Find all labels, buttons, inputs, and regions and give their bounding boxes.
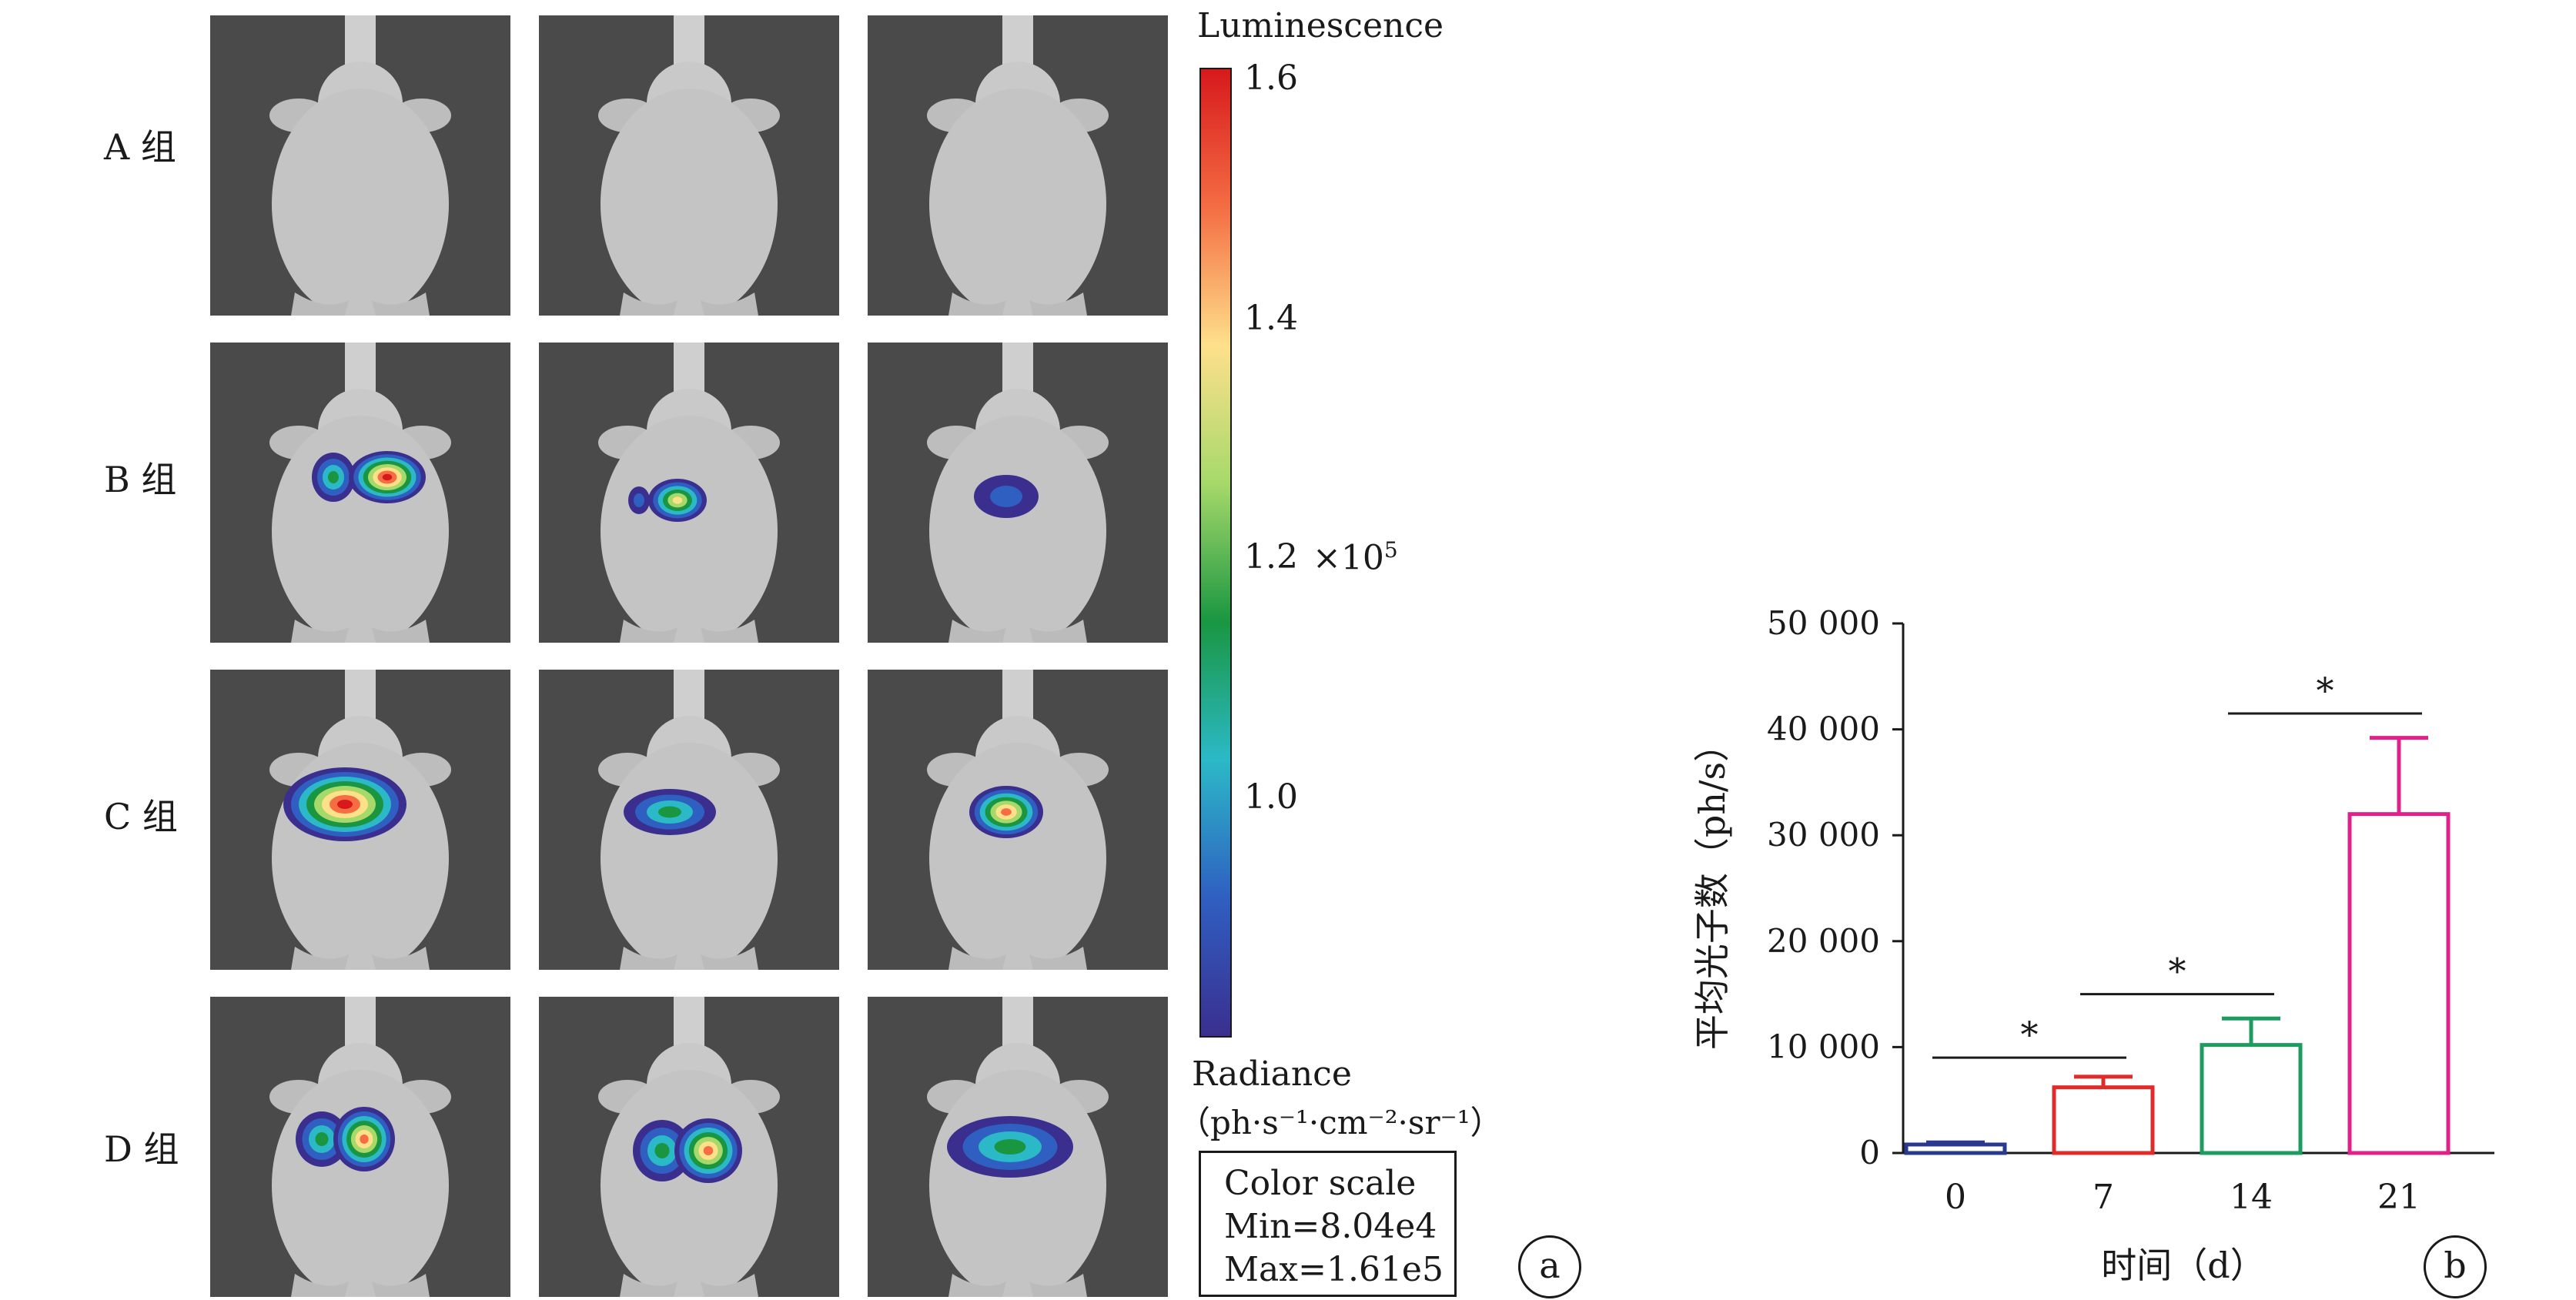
x-tick-label: 14 [2230,1178,2273,1217]
color-scale-max: Max=1.61e5 [1224,1250,1444,1289]
colorbar-unit-label: Radiance [1192,1054,1352,1094]
mouse-image [868,670,1168,970]
colorbar-tick-1-2: 1.2 [1244,537,1298,576]
mouse-silhouette [598,15,780,316]
mouse-silhouette [269,15,451,316]
mouse-silhouette [927,997,1109,1297]
y-tick-label: 30 000 [1767,816,1880,854]
luminescence-signal [658,806,681,818]
bar [2347,812,2451,1155]
colorbar [1199,68,1232,1038]
luminescence-signal [337,800,353,809]
significance-mark: * [2317,670,2334,711]
colorbar-tick-1-0: 1.0 [1244,777,1298,817]
mouse-silhouette [269,997,451,1297]
y-axis-label: 平均光子数（ph/s） [1691,727,1733,1050]
significance-mark: * [2021,1014,2039,1055]
luminescence-signal [1001,808,1012,816]
mouse-silhouette [927,343,1109,643]
mouse-silhouette [927,670,1109,970]
mouse-silhouette [598,670,780,970]
mouse-silhouette [927,15,1109,316]
luminescence-signal [634,493,644,507]
luminescence-signal [703,1146,714,1155]
row-label-c: C 组 [104,796,178,837]
luminescence-signal [654,1143,670,1158]
color-scale-min: Min=8.04e4 [1224,1207,1437,1246]
mouse-image [868,15,1168,316]
mouse-image [539,343,839,643]
colorbar-tick-1-4: 1.4 [1244,299,1298,338]
mouse-image [210,670,510,970]
photon-count-bar-chart: 0 10 000 20 000 30 000 40 000 50 000 0 7 14 21 * * *… [1691,604,2494,1286]
x-axis-label: 时间（d） [2101,1245,2265,1286]
mouse-image [539,15,839,316]
mouse-silhouette [269,670,451,970]
mouse-image [868,343,1168,643]
luminescence-signal [990,486,1022,507]
mouse-image [210,343,510,643]
mouse-silhouette [598,997,780,1297]
color-scale-title: Color scale [1224,1164,1417,1203]
mouse-silhouette [598,343,780,643]
luminescence-signal [672,496,683,504]
y-tick-label: 0 [1859,1134,1880,1171]
row-label-d: D 组 [104,1128,179,1170]
bar [2200,1043,2303,1155]
mouse-image [210,15,510,316]
luminescence-signal [360,1135,369,1144]
y-tick-label: 40 000 [1767,710,1880,748]
luminescence-signal [328,471,339,483]
colorbar-title: Luminescence [1197,6,1444,45]
mouse-image [868,997,1168,1297]
color-scale-box: Color scale Min=8.04e4 Max=1.61e5 [1199,1151,1457,1297]
row-label-a: A 组 [104,126,176,168]
colorbar-multiplier: ×105 [1313,537,1398,578]
luminescence-signal [382,473,393,481]
bar [1904,1142,2007,1155]
colorbar-unit-formula: （ph·s⁻¹·cm⁻²·sr⁻¹） [1178,1104,1503,1141]
row-label-b: B 组 [104,459,177,500]
colorbar-tick-1-6: 1.6 [1244,58,1298,98]
panel-label-a: a [1518,1235,1581,1298]
mouse-image [539,670,839,970]
colorbar-gradient [1201,69,1230,1036]
bar [2052,1085,2155,1155]
y-tick-label: 20 000 [1767,922,1880,960]
significance-mark: * [2169,951,2186,992]
mouse-image [210,997,510,1297]
panel-label-b: b [2424,1235,2487,1298]
y-tick-label: 50 000 [1767,604,1880,642]
x-tick-label: 7 [2093,1178,2114,1217]
x-tick-label: 21 [2377,1178,2420,1217]
x-tick-label: 0 [1945,1178,1966,1217]
luminescence-signal [994,1139,1026,1155]
mouse-silhouette [269,343,451,643]
y-tick-label: 10 000 [1767,1028,1880,1065]
luminescence-signal [315,1132,329,1146]
mouse-image [539,997,839,1297]
